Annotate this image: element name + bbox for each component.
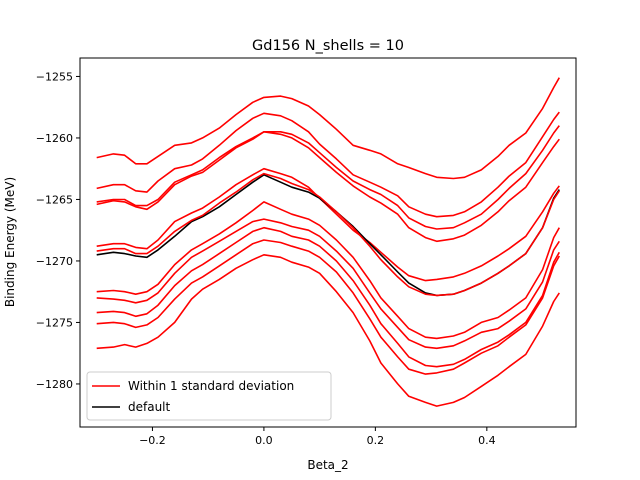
legend-label-default: default	[128, 400, 171, 414]
y-tick-label: −1255	[36, 70, 73, 83]
plot-frame	[79, 57, 577, 428]
chart-title: Gd156 N_shells = 10	[252, 38, 404, 54]
series-line-std-6	[96, 172, 560, 297]
series-line-std-10	[96, 239, 560, 375]
y-tick-label: −1280	[36, 378, 73, 391]
series-lines	[96, 77, 560, 407]
y-axis-label: Binding Energy (MeV)	[3, 177, 17, 307]
y-tick-label: −1260	[36, 132, 73, 145]
series-line-std-7	[96, 201, 560, 340]
legend: Within 1 standard deviation default	[86, 371, 332, 421]
series-line-std-1	[96, 111, 560, 218]
x-tick-label: 0.4	[478, 434, 496, 447]
x-axis-label: Beta_2	[307, 458, 348, 472]
series-line-std-3	[96, 131, 560, 243]
y-axis: −1280 −1275 −1270 −1265 −1260 −1255	[36, 70, 80, 391]
series-line-std-11	[96, 254, 560, 407]
y-tick-label: −1265	[36, 193, 73, 206]
x-tick-label: 0.0	[255, 434, 273, 447]
x-tick-label: 0.2	[367, 434, 385, 447]
series-line-std-0	[96, 77, 560, 180]
x-tick-label: −0.2	[139, 434, 166, 447]
series-line-std-4	[96, 167, 560, 282]
legend-box	[86, 371, 332, 421]
series-line-std-2	[96, 125, 560, 230]
y-tick-label: −1275	[36, 316, 73, 329]
x-axis: −0.2 0.0 0.2 0.4	[139, 427, 496, 447]
y-tick-label: −1270	[36, 255, 73, 268]
series-line-std-8	[96, 218, 560, 350]
series-line-std-9	[96, 226, 560, 368]
legend-label-within-std: Within 1 standard deviation	[128, 379, 294, 393]
